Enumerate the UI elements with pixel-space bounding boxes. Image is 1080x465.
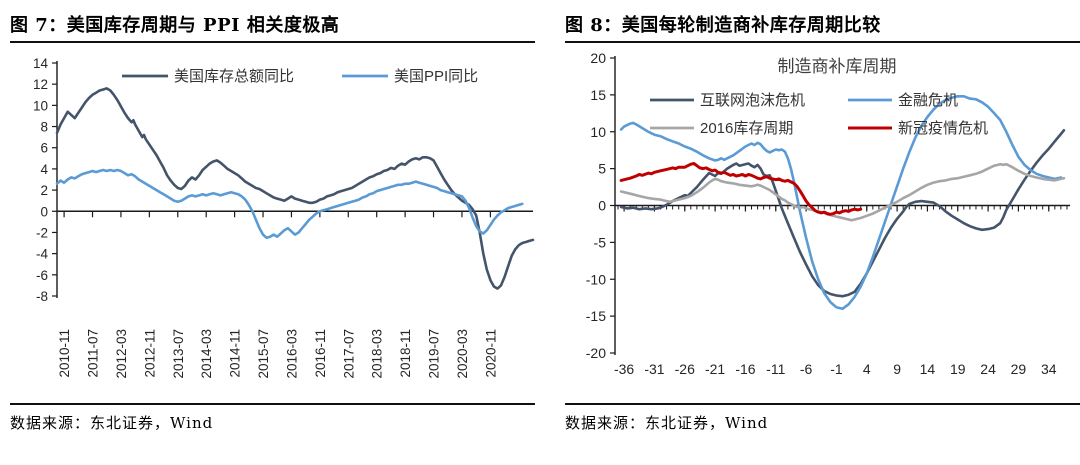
y-axis: 20 15 10 5 0 -5 -10 -15 -20 [586, 50, 616, 361]
series-line-3 [619, 162, 863, 216]
y-tick-label: 2 [40, 183, 48, 198]
x-tick-label: 2012-11 [142, 329, 157, 378]
x-tick-label: 2020-11 [483, 329, 498, 378]
y-tick-label: 14 [33, 56, 49, 71]
figure-8-source: 数据来源：东北证券，Wind [565, 414, 769, 432]
legend-item-0: 互联网泡沫危机 [650, 92, 805, 109]
figure-7-source: 数据来源：东北证券，Wind [10, 414, 214, 432]
x-tick-label: -26 [675, 361, 695, 377]
series-line-0 [55, 87, 535, 290]
x-tick-label: 2017-07 [341, 329, 356, 379]
legend-item-1: 金融危机 [848, 92, 958, 109]
x-tick-label: 2018-03 [370, 329, 385, 379]
figure-7-bottom-rule [10, 403, 535, 405]
y-tick-label: -8 [36, 289, 48, 304]
legend-label: 金融危机 [898, 92, 958, 109]
series-line-0 [619, 129, 1066, 298]
legend: 美国库存总额同比 美国PPI同比 [122, 68, 478, 85]
x-tick-label: 2011-07 [86, 329, 101, 378]
figure-8-bottom-rule [565, 403, 1080, 405]
figure-7-line-chart: 14 12 10 8 6 4 2 0 -2 -4 -6 -8 2010-11 2011-07 2012-03… [33, 56, 535, 379]
x-tick-label: 2020-03 [455, 329, 470, 379]
y-tick-label: 12 [33, 77, 48, 92]
x-tick-labels: 2010-11 2011-07 2012-03 2012-11 2013-07 2014-… [57, 329, 498, 379]
figure-7-title: 图 7：美国库存周期与 PPI 相关度极高 [10, 15, 340, 36]
y-tick-label: 5 [598, 161, 606, 177]
figure-7-title-rule [10, 41, 535, 43]
x-tick-label: 29 [1011, 361, 1027, 377]
y-tick-label: -2 [36, 225, 48, 240]
x-tick-label: -21 [705, 361, 725, 377]
x-tick-label: 2012-03 [114, 329, 129, 379]
y-tick-label: 0 [40, 204, 48, 219]
legend-item-2: 2016库存周期 [650, 120, 793, 137]
y-tick-label: 6 [40, 141, 48, 156]
legend-label: 新冠疫情危机 [898, 120, 988, 137]
figure-8-title: 图 8：美国每轮制造商补库存周期比较 [565, 15, 881, 36]
figure-8-title-rule [565, 41, 1080, 43]
y-tick-label: 0 [598, 198, 606, 214]
x-tick-labels: -36 -31 -26 -21 -16 -11 -6 -1 4 9 14 19 24 29 34 [614, 361, 1057, 377]
x-tick-label: 9 [893, 361, 901, 377]
figure-8-panel: 图 8：美国每轮制造商补库存周期比较 20 15 10 5 0 -5 -10 -15 -20 -3… [565, 10, 1080, 465]
series-line-1 [619, 94, 1063, 311]
x-tick-label: 34 [1041, 361, 1057, 377]
x-tick-label: 2010-11 [57, 329, 72, 378]
legend-item-1: 美国PPI同比 [342, 68, 478, 85]
y-tick-label: 20 [590, 50, 606, 66]
x-tick-label: 2019-07 [427, 329, 442, 379]
x-tick-label: 2014-03 [199, 329, 214, 379]
x-axis [57, 210, 533, 218]
x-tick-label: -16 [735, 361, 755, 377]
x-tick-label: -36 [614, 361, 634, 377]
y-tick-label: -20 [586, 345, 606, 361]
legend-label: 2016库存周期 [700, 120, 793, 137]
x-tick-label: 2013-07 [171, 329, 186, 379]
legend-item-3: 新冠疫情危机 [848, 120, 988, 137]
x-tick-label: -31 [644, 361, 664, 377]
figure-7-panel: 图 7：美国库存周期与 PPI 相关度极高 14 12 10 8 6 4 2 0 -2 -4 -6 -… [10, 10, 535, 465]
y-tick-label: -5 [594, 234, 607, 250]
y-tick-label: -4 [36, 247, 48, 262]
x-tick-label: 14 [920, 361, 936, 377]
y-tick-label: -6 [36, 268, 48, 283]
series-line-1 [55, 168, 524, 240]
legend-label: 互联网泡沫危机 [700, 92, 805, 109]
x-tick-label: 19 [950, 361, 966, 377]
y-tick-label: -10 [586, 271, 606, 287]
x-tick-label: 2016-11 [313, 329, 328, 378]
x-tick-label: -6 [800, 361, 813, 377]
x-tick-label: 4 [863, 361, 871, 377]
y-tick-label: 4 [40, 162, 48, 177]
y-tick-label: 10 [33, 98, 48, 113]
y-tick-label: 10 [590, 124, 606, 140]
x-tick-label: 2014-11 [228, 329, 243, 378]
y-axis: 14 12 10 8 6 4 2 0 -2 -4 -6 -8 [33, 56, 58, 304]
x-tick-label: 24 [980, 361, 996, 377]
x-tick-label: 2018-11 [398, 329, 413, 378]
x-tick-label: -1 [830, 361, 843, 377]
chart-inner-title: 制造商补库周期 [778, 57, 897, 76]
legend: 互联网泡沫危机 金融危机 2016库存周期 新冠疫情危机 [650, 92, 988, 137]
legend-item-0: 美国库存总额同比 [122, 68, 294, 85]
x-tick-label: -11 [766, 361, 785, 377]
legend-label: 美国PPI同比 [394, 68, 478, 85]
y-tick-label: 8 [40, 120, 48, 135]
x-tick-label: 2016-03 [284, 329, 299, 379]
x-tick-label: 2015-07 [256, 329, 271, 379]
y-tick-label: 15 [590, 87, 606, 103]
legend-label: 美国库存总额同比 [174, 68, 294, 85]
y-tick-label: -15 [586, 308, 606, 324]
